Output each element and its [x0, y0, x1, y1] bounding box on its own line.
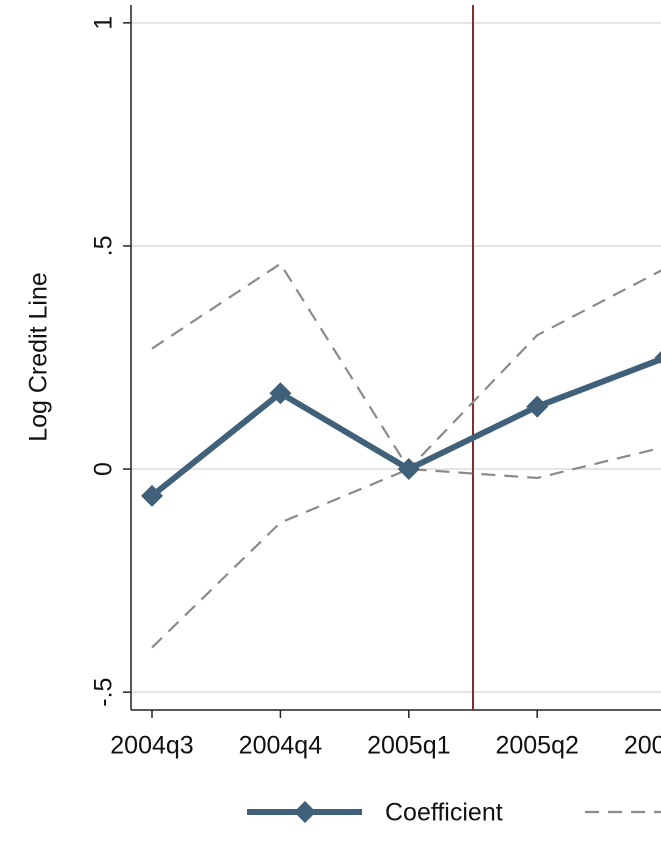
y-tick-label: 1 [90, 16, 118, 30]
marker [269, 382, 292, 405]
x-tick-label: 2005q1 [367, 732, 450, 760]
marker [526, 395, 549, 418]
marker [141, 484, 163, 507]
marker [397, 458, 420, 481]
x-tick-label: 2004q3 [110, 732, 193, 760]
y-tick-label: -.5 [90, 678, 118, 707]
y-tick-label: .5 [90, 236, 118, 257]
legend-marker [294, 801, 316, 823]
x-tick-label: 2005q3 [624, 732, 661, 760]
y-tick-label: 0 [90, 462, 118, 476]
x-tick-label: 2004q4 [239, 732, 323, 760]
legend-label: Coefficient [385, 799, 503, 827]
marker [654, 351, 661, 364]
y-axis-title: Log Credit Line [25, 272, 53, 442]
x-tick-label: 2005q2 [495, 732, 578, 760]
series-line [151, 446, 661, 649]
